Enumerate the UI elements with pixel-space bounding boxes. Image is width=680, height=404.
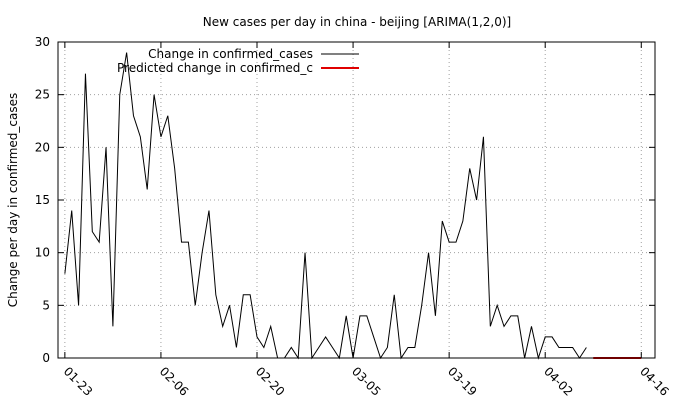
y-tick-label: 5 [42, 298, 50, 312]
y-tick-label: 10 [35, 246, 50, 260]
x-tick-label: 01-23 [61, 364, 96, 399]
y-tick-label: 30 [35, 35, 50, 49]
plot-frame [57, 41, 656, 359]
legend-label-2: Predicted change in confirmed_c [117, 61, 313, 75]
y-axis-label: Change per day in confirmed_cases [6, 93, 20, 308]
x-tick-label: 03-05 [349, 364, 384, 399]
series-line-1 [64, 52, 587, 360]
y-tick-label: 25 [35, 88, 50, 102]
x-tick-label: 02-20 [253, 364, 288, 399]
x-tick-label: 03-19 [445, 364, 480, 399]
y-tick-label: 0 [42, 351, 50, 365]
legend-label-1: Change in confirmed_cases [148, 47, 313, 61]
chart-title: New cases per day in china - beijing [AR… [203, 15, 511, 29]
x-tick-label: 04-02 [541, 364, 576, 399]
y-tick-label: 20 [35, 140, 50, 154]
y-tick-label: 15 [35, 193, 50, 207]
grid [58, 42, 655, 358]
x-tick-label: 04-16 [637, 364, 672, 399]
x-tick-label: 02-06 [157, 364, 192, 399]
